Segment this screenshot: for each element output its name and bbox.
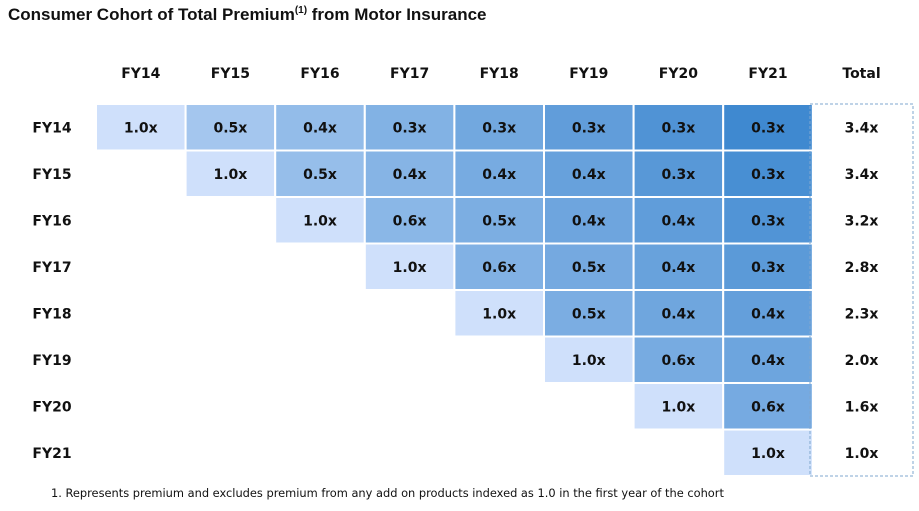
heatmap-cell-value: 0.6x	[393, 213, 427, 229]
heatmap-cell-value: 1.0x	[393, 260, 427, 276]
heatmap-cell-value: 1.0x	[751, 446, 785, 462]
total-value-fy16: 3.2x	[845, 213, 879, 229]
heatmap-cell	[184, 149, 277, 198]
row-label-fy14: FY14	[32, 120, 71, 136]
chart-title: Consumer Cohort of Total Premium(1) from…	[8, 5, 487, 25]
heatmap-cell-value: 0.4x	[751, 353, 785, 369]
column-header-fy16: FY16	[300, 66, 339, 82]
column-header-fy21: FY21	[748, 66, 787, 82]
heatmap-cell-value: 0.5x	[303, 167, 337, 183]
total-value-fy20: 1.6x	[845, 399, 879, 415]
heatmap-cell	[722, 149, 814, 198]
heatmap-cell-value: 0.5x	[572, 260, 606, 276]
heatmap-cell-value: 0.3x	[751, 167, 785, 183]
column-header-total: Total	[842, 66, 880, 82]
heatmap-cell-value: 0.3x	[572, 120, 606, 136]
heatmap-cell	[95, 103, 187, 152]
row-label-fy20: FY20	[32, 399, 71, 415]
row-label-fy19: FY19	[32, 353, 71, 369]
heatmap-cell	[722, 196, 814, 245]
row-label-fy16: FY16	[32, 213, 71, 229]
heatmap-cell-value: 0.3x	[751, 260, 785, 276]
heatmap-cell-value: 1.0x	[482, 306, 516, 322]
heatmap-cell	[274, 196, 366, 245]
column-header-fy20: FY20	[659, 66, 698, 82]
row-label-fy15: FY15	[32, 167, 71, 183]
heatmap-cell-value: 1.0x	[213, 167, 247, 183]
heatmap-cell-value: 0.3x	[751, 120, 785, 136]
title-footnote-marker: (1)	[294, 5, 308, 16]
heatmap-cell	[543, 335, 635, 384]
column-header-fy14: FY14	[121, 66, 160, 82]
heatmap-cell	[722, 103, 814, 152]
row-label-fy21: FY21	[32, 446, 71, 462]
heatmap-cell-value: 0.4x	[572, 167, 606, 183]
heatmap-cell	[722, 382, 814, 431]
heatmap-cell	[632, 382, 725, 431]
heatmap-cell	[453, 196, 545, 245]
heatmap-cell	[543, 289, 635, 338]
row-label-fy18: FY18	[32, 306, 71, 322]
heatmap-cell-value: 0.5x	[482, 213, 516, 229]
heatmap-cell	[453, 149, 545, 198]
heatmap-cell-value: 0.3x	[661, 167, 695, 183]
chart-title-text: Consumer Cohort of Total Premium	[8, 5, 295, 24]
heatmap-cell-value: 0.4x	[303, 120, 337, 136]
heatmap-cell	[632, 103, 725, 152]
heatmap-cell	[722, 428, 814, 477]
heatmap-cell-value: 0.5x	[572, 306, 606, 322]
chart-title-suffix: from Motor Insurance	[307, 5, 487, 24]
heatmap-cell-value: 1.0x	[124, 120, 158, 136]
heatmap-cell	[722, 335, 814, 384]
heatmap-cell-value: 0.4x	[393, 167, 427, 183]
heatmap-cell-value: 0.5x	[213, 120, 247, 136]
row-label-fy17: FY17	[32, 260, 71, 276]
total-value-fy14: 3.4x	[845, 120, 879, 136]
heatmap-cell	[722, 242, 814, 291]
column-header-fy18: FY18	[480, 66, 519, 82]
heatmap-cell	[543, 242, 635, 291]
total-value-fy15: 3.4x	[845, 167, 879, 183]
total-value-fy18: 2.3x	[845, 306, 879, 322]
heatmap-cell-value: 0.3x	[661, 120, 695, 136]
heatmap-cell	[722, 289, 814, 338]
column-header-fy19: FY19	[569, 66, 608, 82]
heatmap-cell-value: 0.3x	[393, 120, 427, 136]
footnote: 1. Represents premium and excludes premi…	[51, 486, 724, 500]
heatmap-cell-value: 1.0x	[661, 399, 695, 415]
heatmap-cell-value: 1.0x	[303, 213, 337, 229]
heatmap-cell	[543, 196, 635, 245]
total-column-box	[809, 103, 914, 477]
heatmap-cell-value: 0.4x	[572, 213, 606, 229]
heatmap-cell	[184, 103, 277, 152]
total-value-fy17: 2.8x	[845, 260, 879, 276]
heatmap-cell-value: 0.4x	[661, 306, 695, 322]
heatmap-cell	[453, 289, 545, 338]
heatmap-cell-value: 0.4x	[751, 306, 785, 322]
total-value-fy21: 1.0x	[845, 446, 879, 462]
heatmap-cell-value: 1.0x	[572, 353, 606, 369]
heatmap-cell-value: 0.6x	[751, 399, 785, 415]
heatmap-cell-value: 0.4x	[661, 260, 695, 276]
heatmap-cell	[632, 196, 725, 245]
heatmap-cell-value: 0.3x	[751, 213, 785, 229]
column-header-fy15: FY15	[211, 66, 250, 82]
column-header-fy17: FY17	[390, 66, 429, 82]
heatmap-cell-value: 0.6x	[482, 260, 516, 276]
heatmap-cell-value: 0.6x	[661, 353, 695, 369]
heatmap-cell-value: 0.3x	[482, 120, 516, 136]
heatmap-cell-value: 0.4x	[482, 167, 516, 183]
heatmap-cell-value: 0.4x	[661, 213, 695, 229]
total-value-fy19: 2.0x	[845, 353, 879, 369]
